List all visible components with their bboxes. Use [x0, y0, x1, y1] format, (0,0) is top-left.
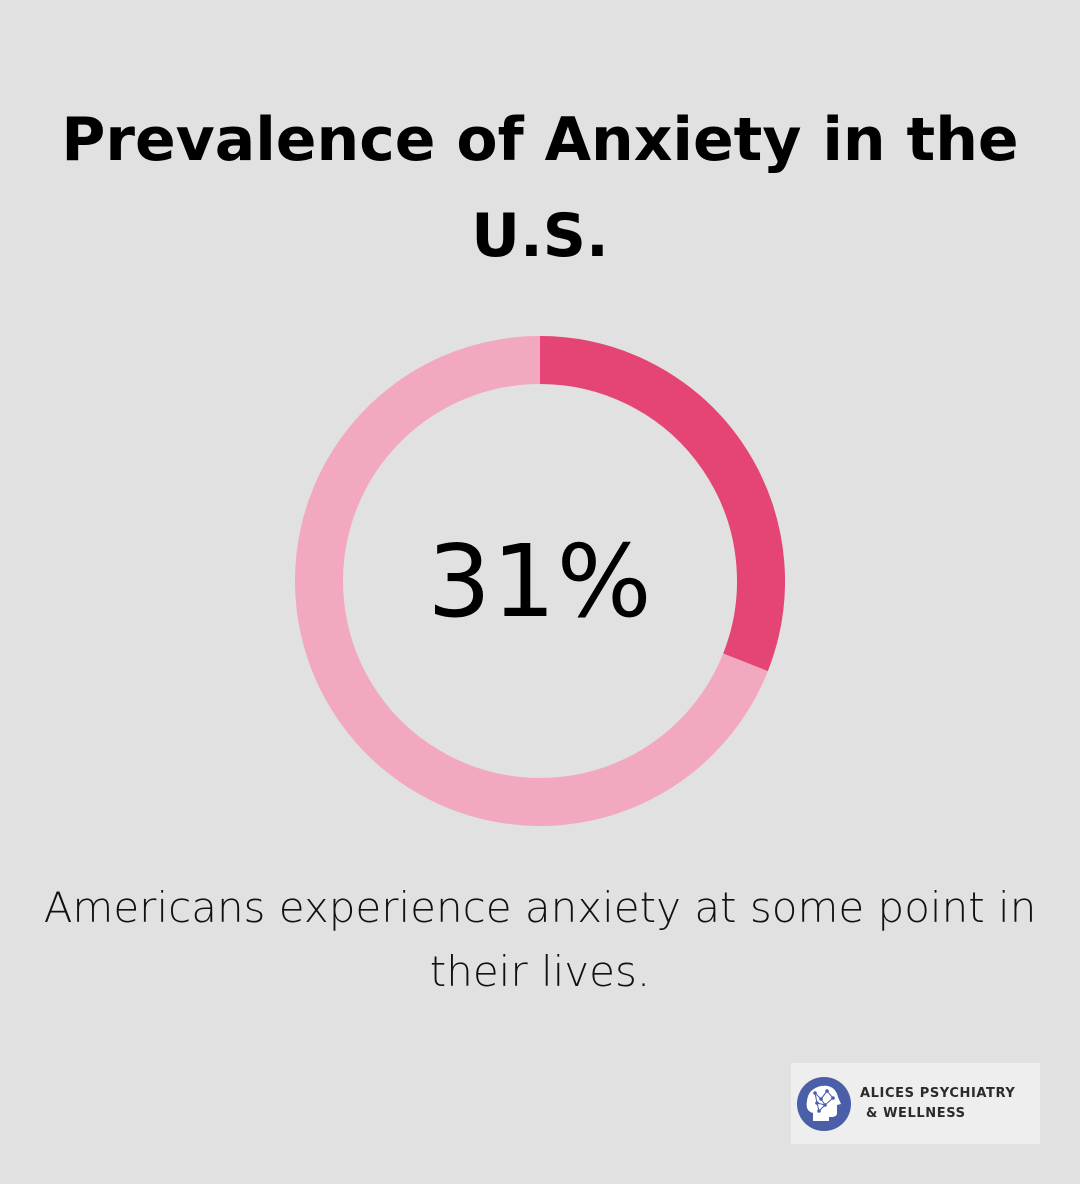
donut-chart — [295, 336, 785, 826]
logo-text: ALICES PSYCHIATRY & WELLNESS — [860, 1084, 1015, 1124]
logo-line-2: & WELLNESS — [866, 1105, 966, 1121]
donut-svg — [295, 336, 785, 826]
head-network-icon — [797, 1076, 851, 1131]
chart-title: Prevalence of Anxiety in the U.S. — [61, 105, 1019, 271]
brand-logo: ALICES PSYCHIATRY & WELLNESS — [791, 1063, 1040, 1144]
logo-line-1: ALICES PSYCHIATRY — [860, 1085, 1016, 1101]
donut-slice-value — [539, 336, 785, 672]
center-value-label: 31% — [427, 522, 653, 640]
chart-caption: Americans experience anxiety at some poi… — [43, 883, 1037, 996]
donut-slice-remainder — [295, 336, 768, 826]
